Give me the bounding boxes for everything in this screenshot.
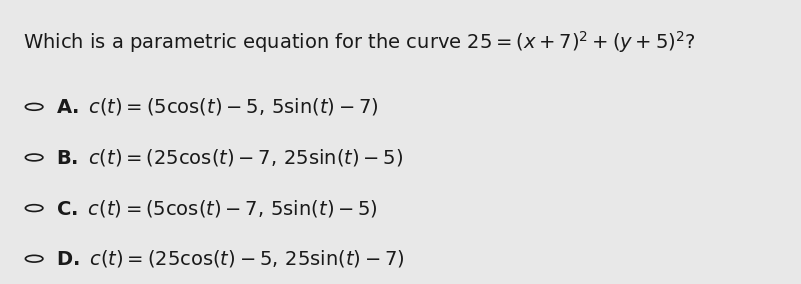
Text: $\mathbf{B.}$ $c(t) = (25\cos(t) - 7,\, 25\sin(t) - 5)$: $\mathbf{B.}$ $c(t) = (25\cos(t) - 7,\, … [56, 147, 403, 168]
Text: $\mathbf{C.}$ $c(t) = (5\cos(t) - 7,\, 5\sin(t) - 5)$: $\mathbf{C.}$ $c(t) = (5\cos(t) - 7,\, 5… [56, 198, 378, 219]
Text: $\mathbf{D.}$ $c(t) = (25\cos(t) - 5,\, 25\sin(t) - 7)$: $\mathbf{D.}$ $c(t) = (25\cos(t) - 5,\, … [56, 248, 405, 269]
Text: Which is a parametric equation for the curve $25 = (x + 7)^2 + (y + 5)^2$?: Which is a parametric equation for the c… [23, 30, 696, 55]
Text: $\mathbf{A.}$ $c(t) = (5\cos(t) - 5,\, 5\sin(t) - 7)$: $\mathbf{A.}$ $c(t) = (5\cos(t) - 5,\, 5… [56, 96, 379, 117]
